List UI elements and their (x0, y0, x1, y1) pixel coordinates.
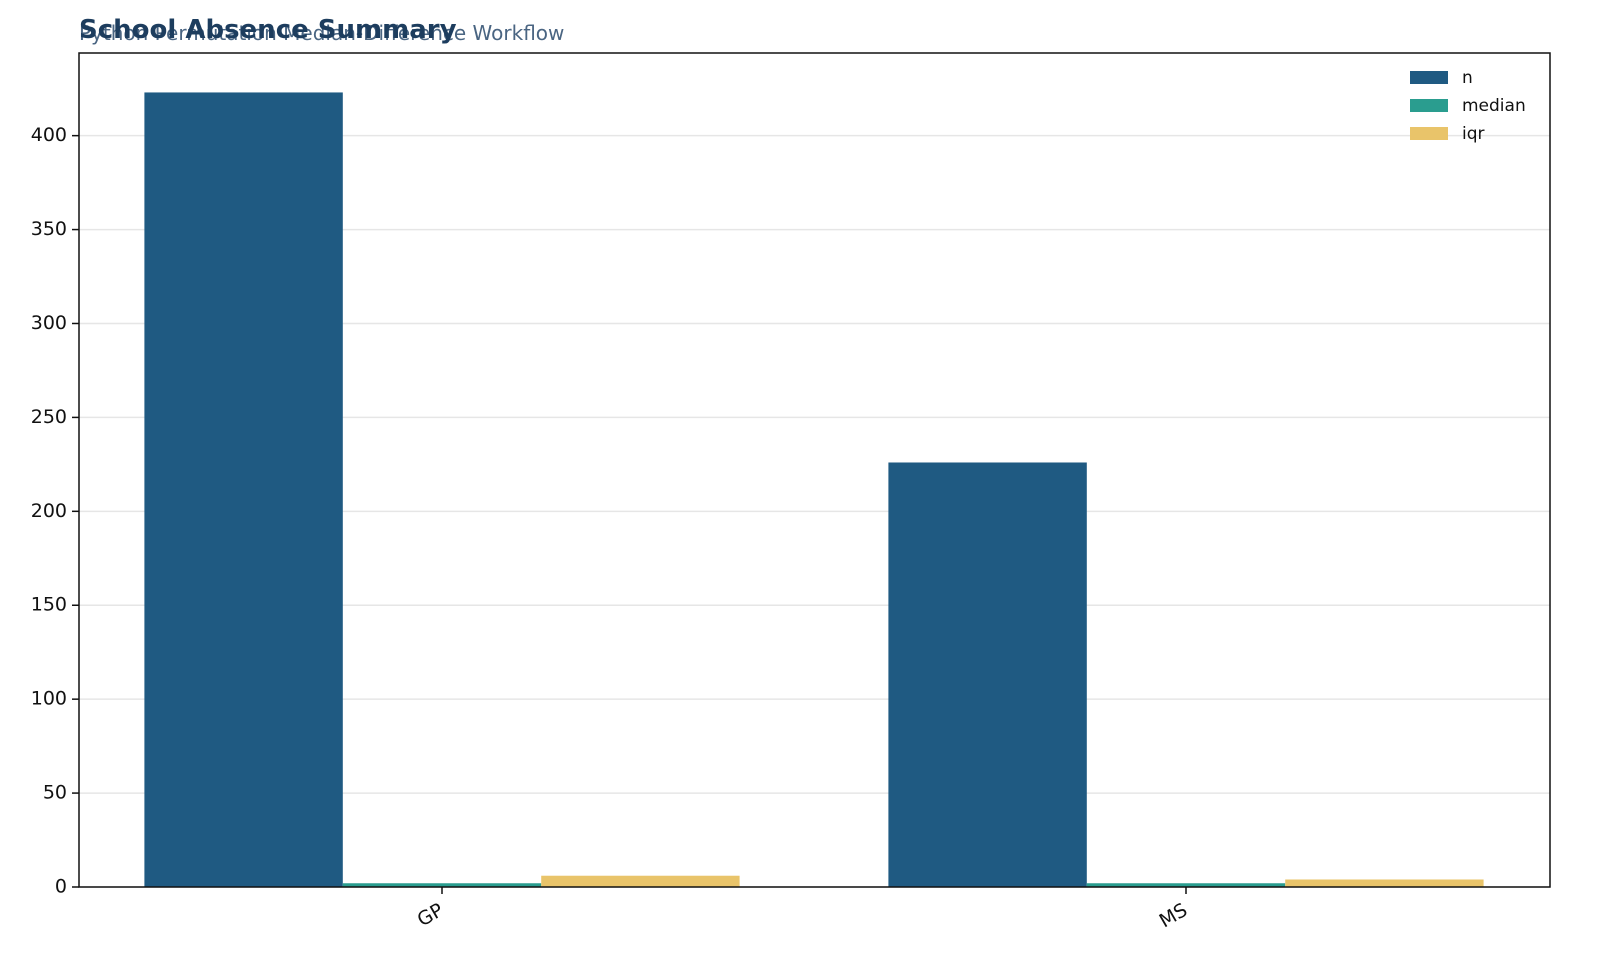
y-tick-label: 250 (31, 406, 67, 428)
legend-swatch (1410, 99, 1448, 112)
bar (1285, 879, 1484, 887)
y-tick-label: 200 (31, 500, 67, 522)
chart-subtitle: Python Permutation Median-Difference Wor… (79, 21, 564, 45)
bar (1086, 883, 1286, 887)
x-tick-label: MS (1156, 899, 1192, 932)
x-tick-label: GP (414, 899, 448, 931)
y-tick-label: 100 (31, 688, 67, 710)
bar (342, 883, 542, 887)
y-tick-label: 0 (55, 876, 67, 898)
plot-frame (78, 52, 1551, 888)
legend: n median iqr (1410, 68, 1526, 144)
y-tick-label: 150 (31, 594, 67, 616)
chart-title: School Absence Summary (79, 15, 457, 45)
bar (144, 92, 343, 888)
y-tick-label: 50 (43, 782, 67, 804)
y-tick-label: 300 (31, 312, 67, 334)
legend-swatch (1410, 127, 1448, 140)
y-tick-label: 350 (31, 218, 67, 240)
bar (541, 875, 740, 887)
legend-swatch (1410, 71, 1448, 84)
bar (888, 462, 1087, 887)
legend-label: iqr (1462, 124, 1485, 144)
y-tick-label: 400 (31, 124, 67, 146)
legend-label: median (1462, 96, 1526, 116)
legend-label: n (1462, 68, 1473, 88)
